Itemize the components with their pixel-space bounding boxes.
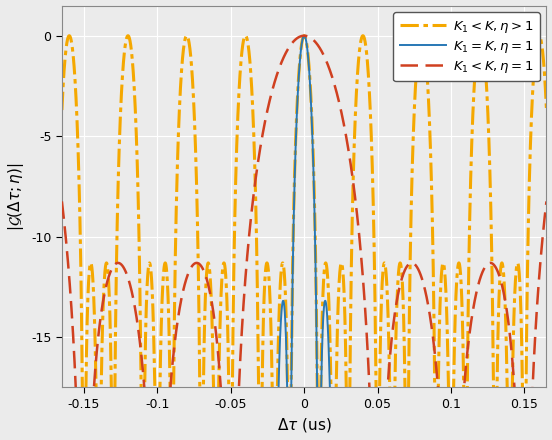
$K_1 = K, \eta = 1$ — [84, 395, 91, 400]
$K_1 < K, \eta > 1$ — [59, 107, 65, 113]
$K_1 < K, \eta > 1$ — [242, 33, 249, 38]
$K_1 = K, \eta = 1$ — [307, 81, 314, 86]
$K_1 < K, \eta = 1$ — [59, 199, 65, 204]
$K_1 < K, \eta = 1$ — [307, 35, 314, 40]
Legend: $K_1 < K, \eta > 1$, $K_1 = K, \eta = 1$, $K_1 < K, \eta = 1$: $K_1 < K, \eta > 1$, $K_1 = K, \eta = 1$… — [393, 12, 540, 81]
$K_1 = K, \eta = 1$ — [301, 33, 307, 38]
Y-axis label: $|\mathcal{G}(\Delta\tau; \eta)|$: $|\mathcal{G}(\Delta\tau; \eta)|$ — [6, 162, 25, 231]
$K_1 < K, \eta = 1$ — [353, 208, 360, 213]
Line: $K_1 < K, \eta = 1$: $K_1 < K, \eta = 1$ — [62, 36, 546, 397]
$K_1 < K, \eta > 1$ — [353, 86, 360, 92]
$K_1 < K, \eta > 1$ — [130, 78, 137, 84]
$K_1 = K, \eta = 1$ — [130, 395, 137, 400]
$K_1 = K, \eta = 1$ — [543, 395, 550, 400]
$K_1 < K, \eta > 1$ — [79, 395, 86, 400]
$K_1 < K, \eta > 1$ — [307, 79, 314, 84]
$K_1 < K, \eta > 1$ — [314, 357, 320, 362]
$K_1 = K, \eta = 1$ — [353, 395, 360, 400]
$K_1 < K, \eta = 1$ — [130, 299, 137, 304]
$K_1 = K, \eta = 1$ — [59, 395, 65, 400]
$K_1 = K, \eta = 1$ — [184, 395, 190, 400]
$K_1 < K, \eta = 1$ — [314, 41, 320, 47]
$K_1 < K, \eta = 1$ — [301, 33, 307, 38]
$K_1 < K, \eta > 1$ — [84, 309, 91, 314]
$K_1 < K, \eta = 1$ — [73, 395, 79, 400]
$K_1 = K, \eta = 1$ — [314, 366, 320, 371]
X-axis label: $\Delta\tau$ (us): $\Delta\tau$ (us) — [277, 416, 331, 434]
$K_1 < K, \eta > 1$ — [184, 33, 190, 39]
$K_1 < K, \eta > 1$ — [543, 107, 550, 113]
$K_1 < K, \eta = 1$ — [84, 395, 91, 400]
$K_1 < K, \eta = 1$ — [543, 199, 550, 204]
Line: $K_1 = K, \eta = 1$: $K_1 = K, \eta = 1$ — [62, 36, 546, 397]
Line: $K_1 < K, \eta > 1$: $K_1 < K, \eta > 1$ — [62, 36, 546, 397]
$K_1 < K, \eta = 1$ — [184, 273, 190, 279]
